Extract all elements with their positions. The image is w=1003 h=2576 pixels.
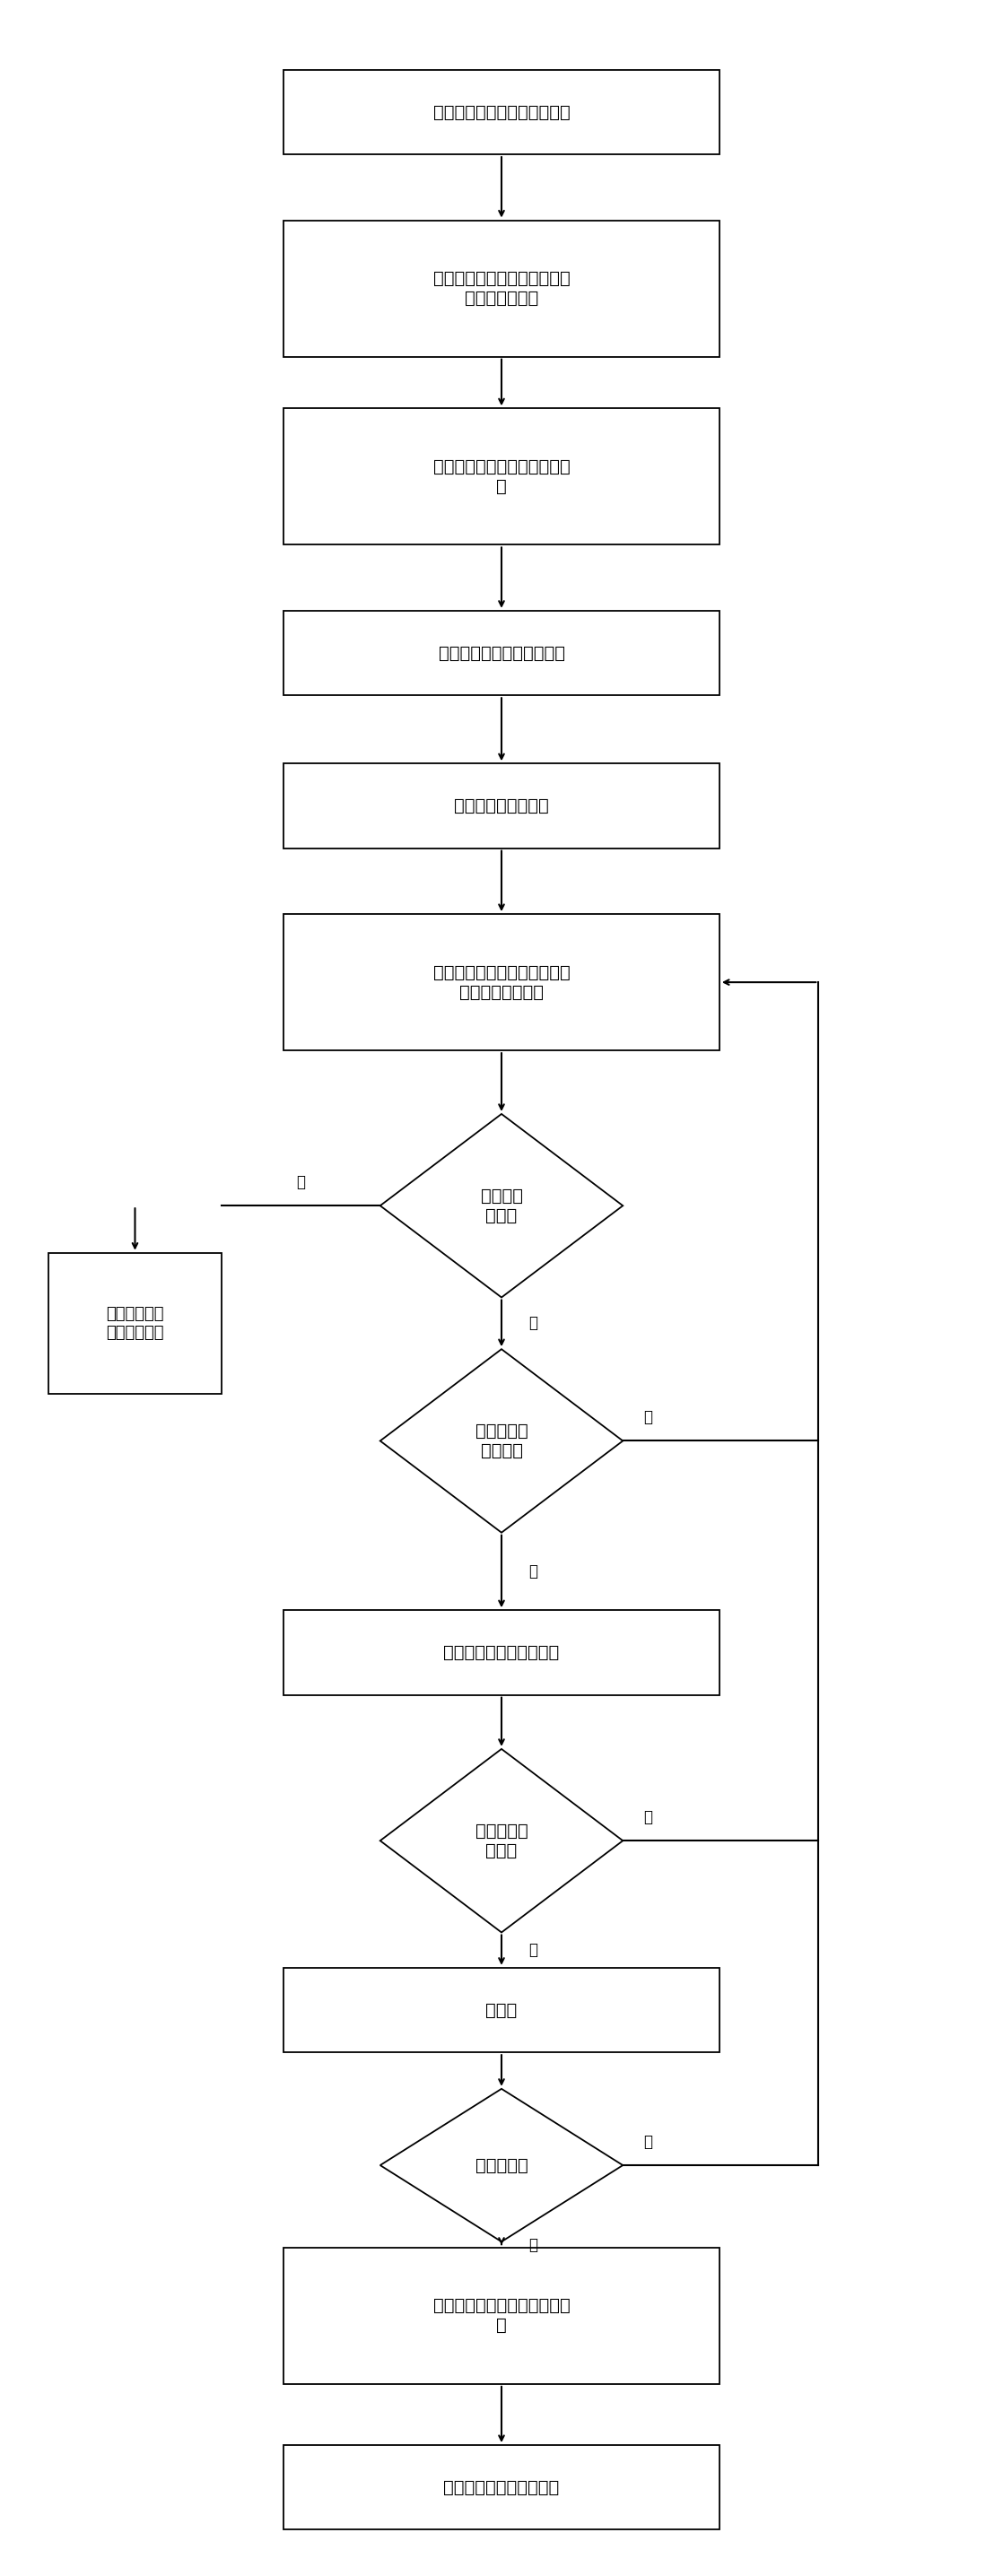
Text: 计算每两个子轨迹间的调整的
离散弗雷歇距离: 计算每两个子轨迹间的调整的 离散弗雷歇距离 — [433, 270, 570, 307]
Text: 生成距离矩阵并排序获得索引
表: 生成距离矩阵并排序获得索引 表 — [433, 459, 570, 495]
FancyBboxPatch shape — [284, 611, 719, 696]
Text: 两子轨迹属
于不同簇: 两子轨迹属 于不同簇 — [475, 1422, 528, 1458]
Text: 抽取拥有当前最小距离的两个
子轨迹及其所在簇: 抽取拥有当前最小距离的两个 子轨迹及其所在簇 — [433, 963, 570, 999]
Polygon shape — [380, 1350, 623, 1533]
Text: 否: 否 — [643, 1409, 652, 1425]
Text: 从索引表起始点开始: 从索引表起始点开始 — [454, 799, 549, 814]
FancyBboxPatch shape — [284, 914, 719, 1051]
Text: 合并簇: 合并簇 — [485, 2002, 518, 2020]
FancyBboxPatch shape — [48, 1252, 222, 1394]
Text: 是: 是 — [529, 2236, 538, 2251]
Text: 计算两个簇之间最大距离: 计算两个簇之间最大距离 — [443, 1643, 560, 1662]
FancyBboxPatch shape — [284, 70, 719, 155]
FancyBboxPatch shape — [284, 410, 719, 544]
Polygon shape — [380, 1749, 623, 1932]
Text: 到轨迹末端: 到轨迹末端 — [475, 2156, 528, 2174]
FancyBboxPatch shape — [284, 2249, 719, 2383]
FancyBboxPatch shape — [284, 1968, 719, 2053]
Polygon shape — [380, 2089, 623, 2241]
FancyBboxPatch shape — [284, 1610, 719, 1695]
Text: 未达到终
止条件: 未达到终 止条件 — [480, 1188, 523, 1224]
Text: 否: 否 — [297, 1175, 305, 1190]
Text: 对下一个网格
单元进行操作: 对下一个网格 单元进行操作 — [106, 1306, 163, 1340]
Text: 是: 是 — [529, 1316, 538, 1332]
FancyBboxPatch shape — [284, 222, 719, 355]
Text: 否: 否 — [643, 2133, 652, 2151]
Text: 过滤子轨迹数据不足的网格单
元: 过滤子轨迹数据不足的网格单 元 — [433, 2298, 570, 2334]
Text: 输出热带气旋移动轨迹簇: 输出热带气旋移动轨迹簇 — [443, 2478, 560, 2496]
Text: 否: 否 — [643, 1808, 652, 1826]
Text: 输入热带气旋移动子轨迹数据: 输入热带气旋移动子轨迹数据 — [433, 103, 570, 121]
FancyBboxPatch shape — [284, 2445, 719, 2530]
FancyBboxPatch shape — [284, 762, 719, 848]
Text: 未超过全连
接阈值: 未超过全连 接阈值 — [475, 1821, 528, 1860]
Text: 每个子轨迹生成一个轨迹簇: 每个子轨迹生成一个轨迹簇 — [438, 644, 565, 662]
Text: 是: 是 — [529, 1942, 538, 1958]
Polygon shape — [380, 1113, 623, 1298]
Text: 是: 是 — [529, 1564, 538, 1579]
